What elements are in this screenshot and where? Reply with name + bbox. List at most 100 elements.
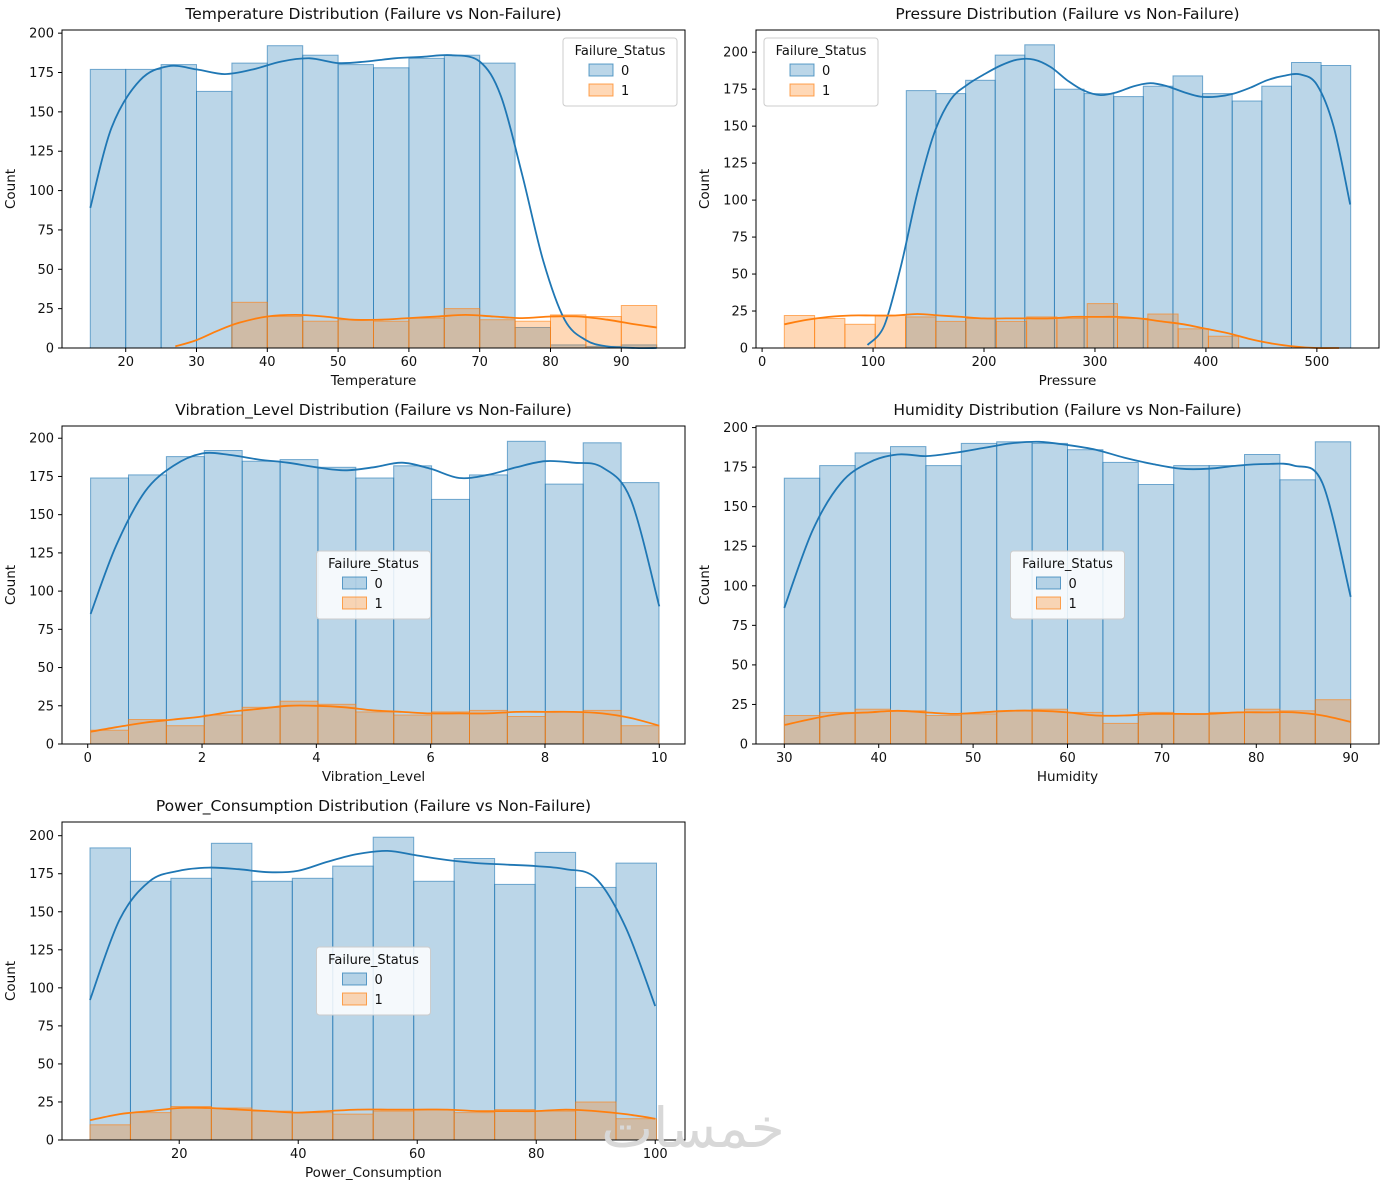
svg-text:150: 150 bbox=[29, 905, 54, 920]
svg-text:30: 30 bbox=[776, 751, 793, 766]
chart-temperature: 20 30 40 50 60 70 80 90 0 25 50 75 100 125 150 175 200 Te… bbox=[0, 0, 694, 396]
legend-swatch-1 bbox=[789, 83, 815, 97]
svg-text:Failure_Status: Failure_Status bbox=[776, 44, 867, 59]
svg-text:70: 70 bbox=[471, 355, 488, 370]
axes-spines bbox=[61, 425, 686, 745]
chart-title: Temperature Distribution (Failure vs Non… bbox=[184, 5, 561, 23]
svg-text:125: 125 bbox=[723, 157, 748, 172]
svg-text:0: 0 bbox=[46, 342, 54, 357]
svg-text:75: 75 bbox=[37, 223, 54, 238]
svg-text:4: 4 bbox=[312, 751, 320, 766]
legend-swatch-0 bbox=[342, 576, 367, 590]
svg-text:Pressure: Pressure bbox=[1039, 373, 1097, 389]
svg-text:50: 50 bbox=[731, 658, 748, 673]
svg-text:Pressure Distribution (Failure: Pressure Distribution (Failure vs Non-Fa… bbox=[895, 5, 1239, 23]
svg-text:150: 150 bbox=[29, 508, 54, 523]
svg-text:100: 100 bbox=[643, 1147, 668, 1162]
svg-text:70: 70 bbox=[1154, 751, 1171, 766]
legend: Failure_Status 0 1 bbox=[763, 37, 879, 107]
svg-text:125: 125 bbox=[723, 540, 748, 555]
svg-text:50: 50 bbox=[731, 268, 748, 283]
histogram-bars-status-0 bbox=[89, 45, 658, 349]
y-axis-ticks: 0 25 50 75 100 125 150 175 200 bbox=[723, 46, 756, 357]
svg-text:0: 0 bbox=[375, 973, 383, 988]
svg-text:150: 150 bbox=[723, 120, 748, 135]
svg-text:0: 0 bbox=[822, 64, 830, 79]
svg-text:125: 125 bbox=[29, 145, 54, 160]
svg-text:Vibration_Level Distribution (: Vibration_Level Distribution (Failure vs… bbox=[175, 401, 572, 420]
x-axis-ticks: 0 2 4 6 8 10 bbox=[84, 744, 668, 766]
svg-text:100: 100 bbox=[29, 981, 54, 996]
svg-text:75: 75 bbox=[37, 623, 54, 638]
svg-text:Failure_Status: Failure_Status bbox=[575, 44, 666, 59]
svg-text:0: 0 bbox=[758, 355, 766, 370]
chart-title: Pressure Distribution (Failure vs Non-Fa… bbox=[895, 5, 1239, 23]
humidity-histogram-svg: 30 40 50 60 70 80 90 0 25 50 75 100 125 150 175 200 Humi… bbox=[697, 401, 1380, 785]
svg-text:80: 80 bbox=[1248, 751, 1265, 766]
temperature-histogram-svg: 20 30 40 50 60 70 80 90 0 25 50 75 100 125 150 175 200 Te… bbox=[3, 5, 686, 389]
svg-text:200: 200 bbox=[972, 355, 997, 370]
svg-text:150: 150 bbox=[723, 500, 748, 515]
svg-text:Humidity: Humidity bbox=[1037, 769, 1098, 785]
x-axis-ticks: 20 30 40 50 60 70 80 90 bbox=[117, 348, 630, 370]
svg-text:0: 0 bbox=[621, 64, 629, 79]
kde-curve-status-1 bbox=[175, 314, 657, 348]
axis-labels: Humidity Count bbox=[697, 565, 1098, 785]
chart-humidity: 30 40 50 60 70 80 90 0 25 50 75 100 125 150 175 200 Humi… bbox=[694, 396, 1388, 792]
kde-curve-status-1 bbox=[89, 1106, 656, 1122]
axes-spines bbox=[61, 821, 686, 1141]
kde-curve-status-1 bbox=[90, 704, 660, 733]
svg-text:Temperature: Temperature bbox=[330, 373, 417, 389]
histogram-bars-status-1 bbox=[783, 699, 1352, 745]
svg-text:1: 1 bbox=[375, 597, 383, 612]
svg-text:200: 200 bbox=[29, 27, 54, 42]
svg-text:10: 10 bbox=[651, 751, 668, 766]
svg-text:75: 75 bbox=[731, 231, 748, 246]
axis-labels: Vibration_Level Count bbox=[3, 565, 425, 785]
svg-text:2: 2 bbox=[198, 751, 206, 766]
svg-text:Count: Count bbox=[697, 169, 713, 209]
axis-labels: Power_Consumption Count bbox=[3, 961, 442, 1181]
legend-swatch-0 bbox=[588, 63, 614, 77]
x-axis-ticks: 20 40 60 80 100 bbox=[171, 1140, 668, 1162]
svg-text:60: 60 bbox=[409, 1147, 426, 1162]
svg-text:Failure_Status: Failure_Status bbox=[328, 953, 419, 968]
svg-text:Failure_Status: Failure_Status bbox=[328, 557, 419, 572]
svg-text:175: 175 bbox=[29, 66, 54, 81]
svg-text:25: 25 bbox=[731, 305, 748, 320]
chart-vibration-level: 0 2 4 6 8 10 0 25 50 75 100 125 150 175 200 Vibration_L… bbox=[0, 396, 694, 792]
x-axis-ticks: 30 40 50 60 70 80 90 bbox=[776, 744, 1359, 766]
svg-text:50: 50 bbox=[965, 751, 982, 766]
axis-labels: Pressure Count bbox=[697, 169, 1096, 389]
kde-curve-status-0 bbox=[783, 440, 1352, 609]
chart-pressure: 0 100 200 300 400 500 0 25 50 75 100 125 150 175 200 Pr… bbox=[694, 0, 1388, 396]
empty-cell bbox=[694, 792, 1388, 1188]
histogram-bars-status-0 bbox=[89, 836, 657, 1141]
svg-text:1: 1 bbox=[375, 993, 383, 1008]
legend-swatch-1 bbox=[342, 992, 367, 1006]
svg-text:100: 100 bbox=[723, 579, 748, 594]
svg-text:200: 200 bbox=[723, 46, 748, 61]
svg-text:500: 500 bbox=[1304, 355, 1329, 370]
axes-spines bbox=[755, 29, 1380, 349]
svg-text:25: 25 bbox=[37, 699, 54, 714]
svg-text:175: 175 bbox=[29, 867, 54, 882]
svg-text:Count: Count bbox=[697, 565, 713, 605]
svg-text:Count: Count bbox=[3, 565, 19, 605]
legend: Failure_Status 0 1 bbox=[316, 550, 431, 620]
svg-text:Failure_Status: Failure_Status bbox=[1022, 557, 1113, 572]
svg-text:40: 40 bbox=[870, 751, 887, 766]
svg-text:8: 8 bbox=[541, 751, 549, 766]
legend-swatch-1 bbox=[342, 596, 367, 610]
svg-text:90: 90 bbox=[1342, 751, 1359, 766]
kde-curve-status-1 bbox=[784, 313, 1340, 349]
svg-text:25: 25 bbox=[37, 1095, 54, 1110]
svg-text:125: 125 bbox=[29, 943, 54, 958]
y-axis-ticks: 0 25 50 75 100 125 150 175 200 bbox=[29, 432, 62, 753]
svg-text:1: 1 bbox=[621, 84, 629, 99]
kde-curve-status-1 bbox=[784, 709, 1351, 726]
svg-text:6: 6 bbox=[427, 751, 435, 766]
svg-text:75: 75 bbox=[37, 1019, 54, 1034]
svg-text:60: 60 bbox=[1059, 751, 1076, 766]
kde-curve-status-0 bbox=[89, 451, 661, 615]
